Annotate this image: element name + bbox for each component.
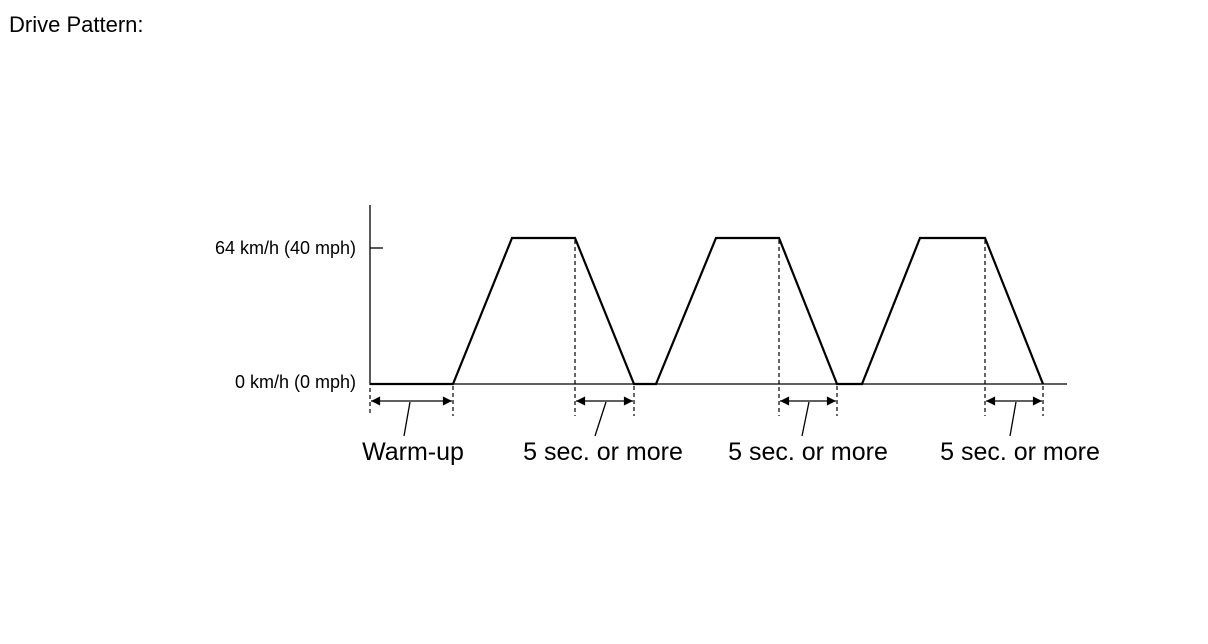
interval-label: 5 sec. or more [940,438,1100,466]
interval-label: 5 sec. or more [728,438,888,466]
speed-trace [370,236,1045,386]
y-label: 0 km/h (0 mph) [235,372,356,392]
title: Drive Pattern: [9,12,144,37]
interval-label: Warm-up [362,438,464,466]
interval-label: 5 sec. or more [523,438,683,466]
guides [369,240,1044,416]
y-label: 64 km/h (40 mph) [215,238,356,258]
interval-arrows [370,396,1042,437]
